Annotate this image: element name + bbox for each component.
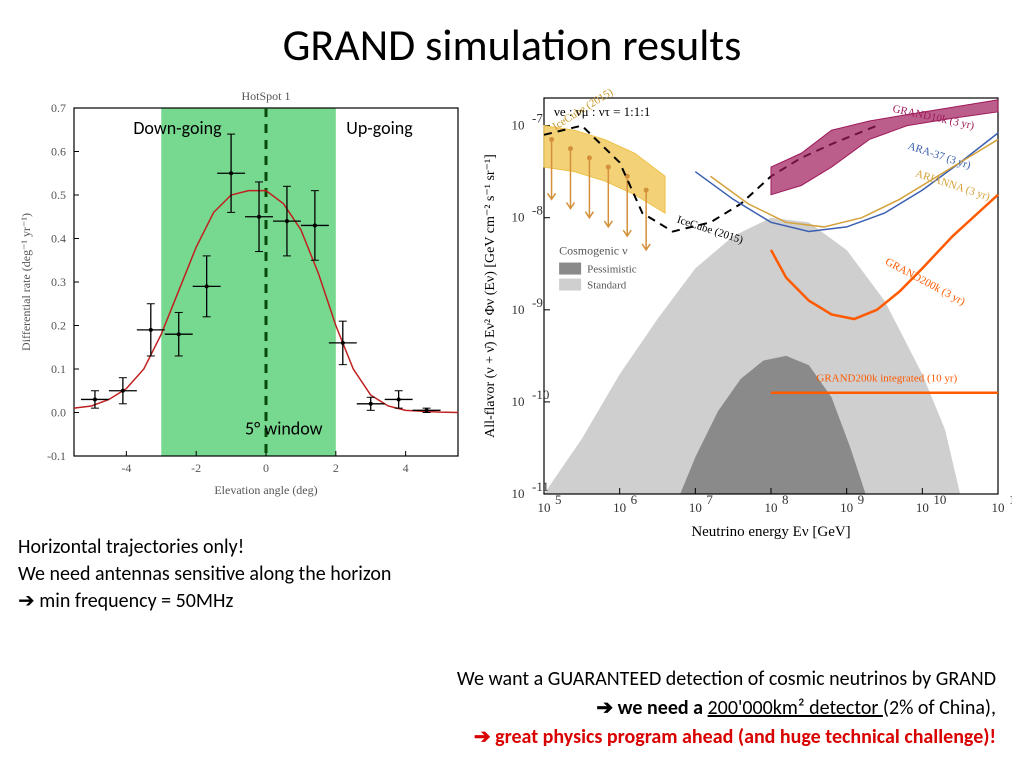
svg-text:-11: -11 — [532, 479, 549, 494]
svg-text:10: 10 — [840, 500, 853, 515]
svg-text:5: 5 — [555, 492, 562, 507]
svg-text:All-flavor (ν + ν̄) Eν² Φν (Eν: All-flavor (ν + ν̄) Eν² Φν (Eν) [GeV cm⁻… — [483, 154, 498, 438]
svg-text:10: 10 — [613, 500, 626, 515]
svg-text:10: 10 — [689, 500, 702, 515]
svg-text:0.7: 0.7 — [51, 101, 66, 115]
svg-text:11: 11 — [1009, 492, 1012, 507]
svg-text:7: 7 — [706, 492, 713, 507]
svg-text:10: 10 — [512, 302, 525, 317]
left-note-3: ➔ min frequency = 50MHz — [18, 588, 391, 615]
bottom-notes: We want a GUARANTEED detection of cosmic… — [457, 665, 996, 752]
svg-text:8: 8 — [782, 492, 789, 507]
elevation-rate-chart: -4 -2 0 2 4 -0.1 0.0 0.1 0.2 0.3 0.4 0.5 0.6 0.7 HotSp… — [12, 84, 472, 504]
svg-text:-10: -10 — [532, 387, 549, 402]
svg-text:Down-going: Down-going — [133, 117, 222, 139]
bottom-line-2: ➔ we need a 200'000km² detector (2% of C… — [457, 694, 996, 723]
svg-text:Differential rate (deg⁻¹ yr⁻¹): Differential rate (deg⁻¹ yr⁻¹) — [19, 213, 33, 351]
svg-text:-9: -9 — [532, 295, 543, 310]
svg-text:4: 4 — [403, 461, 409, 475]
svg-text:0.0: 0.0 — [51, 406, 66, 420]
svg-text:10: 10 — [512, 210, 525, 225]
svg-text:10: 10 — [765, 500, 778, 515]
svg-text:2: 2 — [333, 461, 339, 475]
sensitivity-chart: 1051061071081091010101110-1110-1010-910-… — [472, 84, 1012, 544]
bottom-line-1: We want a GUARANTEED detection of cosmic… — [457, 665, 996, 694]
svg-text:0.6: 0.6 — [51, 145, 66, 159]
svg-text:0: 0 — [263, 461, 269, 475]
svg-text:10: 10 — [512, 118, 525, 133]
svg-text:10: 10 — [992, 500, 1005, 515]
svg-text:0.3: 0.3 — [51, 275, 66, 289]
left-note-1: Horizontal trajectories only! — [18, 534, 391, 561]
svg-text:Cosmogenic ν: Cosmogenic ν — [559, 244, 628, 258]
svg-text:IceCube (2015): IceCube (2015) — [675, 214, 744, 247]
svg-text:10: 10 — [916, 500, 929, 515]
svg-text:-8: -8 — [532, 203, 543, 218]
svg-text:9: 9 — [858, 492, 865, 507]
svg-text:0.1: 0.1 — [51, 362, 66, 376]
svg-text:-0.1: -0.1 — [47, 449, 66, 463]
svg-text:Pessimistic: Pessimistic — [587, 264, 637, 276]
svg-text:10: 10 — [933, 492, 946, 507]
svg-text:GRAND200k integrated (10 yr): GRAND200k integrated (10 yr) — [816, 373, 957, 385]
svg-text:10: 10 — [512, 394, 525, 409]
svg-text:Elevation angle (deg): Elevation angle (deg) — [214, 483, 317, 497]
svg-text:Neutrino energy Eν [GeV]: Neutrino energy Eν [GeV] — [691, 524, 850, 540]
svg-text:ARIANNA (3 yr): ARIANNA (3 yr) — [914, 168, 992, 203]
svg-text:0.4: 0.4 — [51, 232, 66, 246]
svg-text:10: 10 — [512, 486, 525, 501]
svg-text:0.2: 0.2 — [51, 319, 66, 333]
left-notes: Horizontal trajectories only! We need an… — [18, 534, 391, 615]
svg-text:-7: -7 — [532, 111, 543, 126]
svg-text:0.5: 0.5 — [51, 188, 66, 202]
svg-text:6: 6 — [631, 492, 638, 507]
bottom-line-3: ➔ great physics program ahead (and huge … — [457, 723, 996, 752]
svg-text:HotSpot 1: HotSpot 1 — [241, 89, 290, 103]
left-note-2: We need antennas sensitive along the hor… — [18, 561, 391, 588]
svg-text:νe : νμ : ντ = 1:1:1: νe : νμ : ντ = 1:1:1 — [554, 104, 650, 119]
svg-text:Standard: Standard — [587, 280, 627, 292]
slide-title: GRAND simulation results — [0, 0, 1024, 72]
svg-text:10: 10 — [538, 500, 551, 515]
svg-text:Up-going: Up-going — [346, 117, 413, 139]
svg-text:-4: -4 — [121, 461, 131, 475]
svg-text:5° window: 5° window — [245, 417, 323, 439]
svg-text:-2: -2 — [191, 461, 201, 475]
svg-text:ARA-37 (3 yr): ARA-37 (3 yr) — [906, 140, 972, 172]
